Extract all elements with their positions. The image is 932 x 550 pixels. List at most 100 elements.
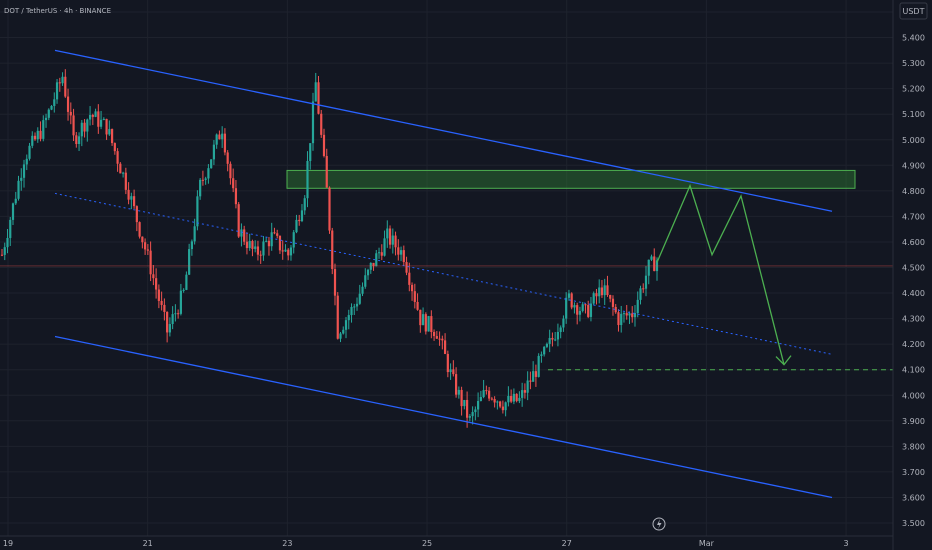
price-tick-label: 4.900 <box>902 161 925 170</box>
candle-body <box>11 203 15 220</box>
candle-body <box>303 198 306 211</box>
candle-body <box>493 399 496 403</box>
candle-body <box>587 305 590 317</box>
candle-body <box>584 304 587 306</box>
candle-body <box>477 400 480 410</box>
candle-body <box>317 82 320 114</box>
candle-body <box>278 235 282 251</box>
candle-body <box>284 249 287 252</box>
candle-body <box>248 241 251 249</box>
candle-body <box>432 332 436 337</box>
candle-body <box>639 288 642 300</box>
candle-body <box>204 178 207 180</box>
candle-body <box>22 164 26 178</box>
candle-body <box>391 235 394 245</box>
candle-body <box>377 252 381 254</box>
candle-body <box>152 274 155 279</box>
candle-body <box>179 290 182 314</box>
candle-body <box>218 134 221 140</box>
candle-body <box>102 118 105 120</box>
candle-body <box>463 399 466 407</box>
drawing-overlays: 4.5064.100 <box>0 49 922 499</box>
candle-body <box>135 206 138 223</box>
candle-body <box>240 229 243 237</box>
candle-body <box>259 254 262 256</box>
candle-body <box>388 228 392 245</box>
time-tick-label: Mar <box>699 539 715 548</box>
price-tick-label: 4.500 <box>902 264 925 273</box>
candle-body <box>44 117 48 121</box>
price-tick-label: 5.300 <box>902 59 925 68</box>
candle-body <box>146 249 149 251</box>
candle-body <box>532 371 535 382</box>
candle-body <box>193 226 196 242</box>
candle-body <box>311 101 315 144</box>
candle-body <box>413 291 416 302</box>
candle-body <box>592 293 595 304</box>
candle-body <box>496 401 499 403</box>
candle-body <box>221 133 224 140</box>
candle-body <box>576 305 579 315</box>
candle-body <box>174 313 177 315</box>
candle-body <box>344 320 348 330</box>
candle-body <box>355 303 359 307</box>
lightning-icon[interactable] <box>652 517 666 531</box>
candle-body <box>314 82 317 102</box>
candle-body <box>614 306 617 313</box>
candle-body <box>69 111 72 116</box>
candle-body <box>488 390 491 399</box>
candle-body <box>116 151 119 164</box>
candle-body <box>91 114 94 117</box>
candle-body <box>171 314 174 325</box>
candle-body <box>510 395 513 402</box>
candle-body <box>499 401 502 407</box>
candle-body <box>320 113 323 135</box>
candle-body <box>237 204 240 237</box>
candle-body <box>47 109 50 118</box>
candle-body <box>562 318 565 328</box>
candle-body <box>331 230 334 270</box>
time-axis[interactable]: 1921232527Mar357911131517192123252729 <box>0 535 932 548</box>
candle-body <box>251 241 254 249</box>
candle-body <box>157 289 160 301</box>
candle-body <box>534 371 538 377</box>
candle-body <box>366 269 370 276</box>
candle-body <box>636 299 639 313</box>
candle-body <box>234 188 238 205</box>
candle-body <box>292 232 295 248</box>
price-tick-label: 4.100 <box>902 366 925 375</box>
candle-body <box>86 119 89 132</box>
chart-grid <box>0 0 893 536</box>
candle-body <box>133 196 136 207</box>
price-axis[interactable]: 3.500 3.600 3.700 3.800 3.900 4.000 4.100 4.200… <box>892 0 932 550</box>
candle-body <box>446 353 449 373</box>
candle-body <box>229 163 232 179</box>
candle-body <box>485 390 488 392</box>
candle-body <box>42 120 45 139</box>
candle-body <box>72 115 75 136</box>
candle-body <box>521 390 524 398</box>
candle-body <box>212 144 216 160</box>
currency-button[interactable]: USDT <box>899 2 928 20</box>
candle-body <box>545 343 549 347</box>
candle-body <box>435 336 438 339</box>
candle-body <box>188 249 191 275</box>
candle-body <box>80 122 83 137</box>
candle-body <box>405 262 408 273</box>
candle-body <box>603 285 606 296</box>
price-tick-label: 5.000 <box>902 136 925 145</box>
candle-body <box>482 390 485 398</box>
candle-body <box>97 111 100 127</box>
candle-body <box>375 253 378 267</box>
candle-body <box>471 412 474 417</box>
price-tick-label: 5.100 <box>902 110 925 119</box>
candle-body <box>168 324 171 333</box>
candle-body <box>300 210 304 222</box>
candle-body <box>554 339 557 341</box>
candle-body <box>490 398 493 400</box>
candle-body <box>113 143 116 152</box>
candle-body <box>83 122 86 132</box>
time-tick-label: 19 <box>3 539 13 548</box>
candle-body <box>647 259 650 276</box>
